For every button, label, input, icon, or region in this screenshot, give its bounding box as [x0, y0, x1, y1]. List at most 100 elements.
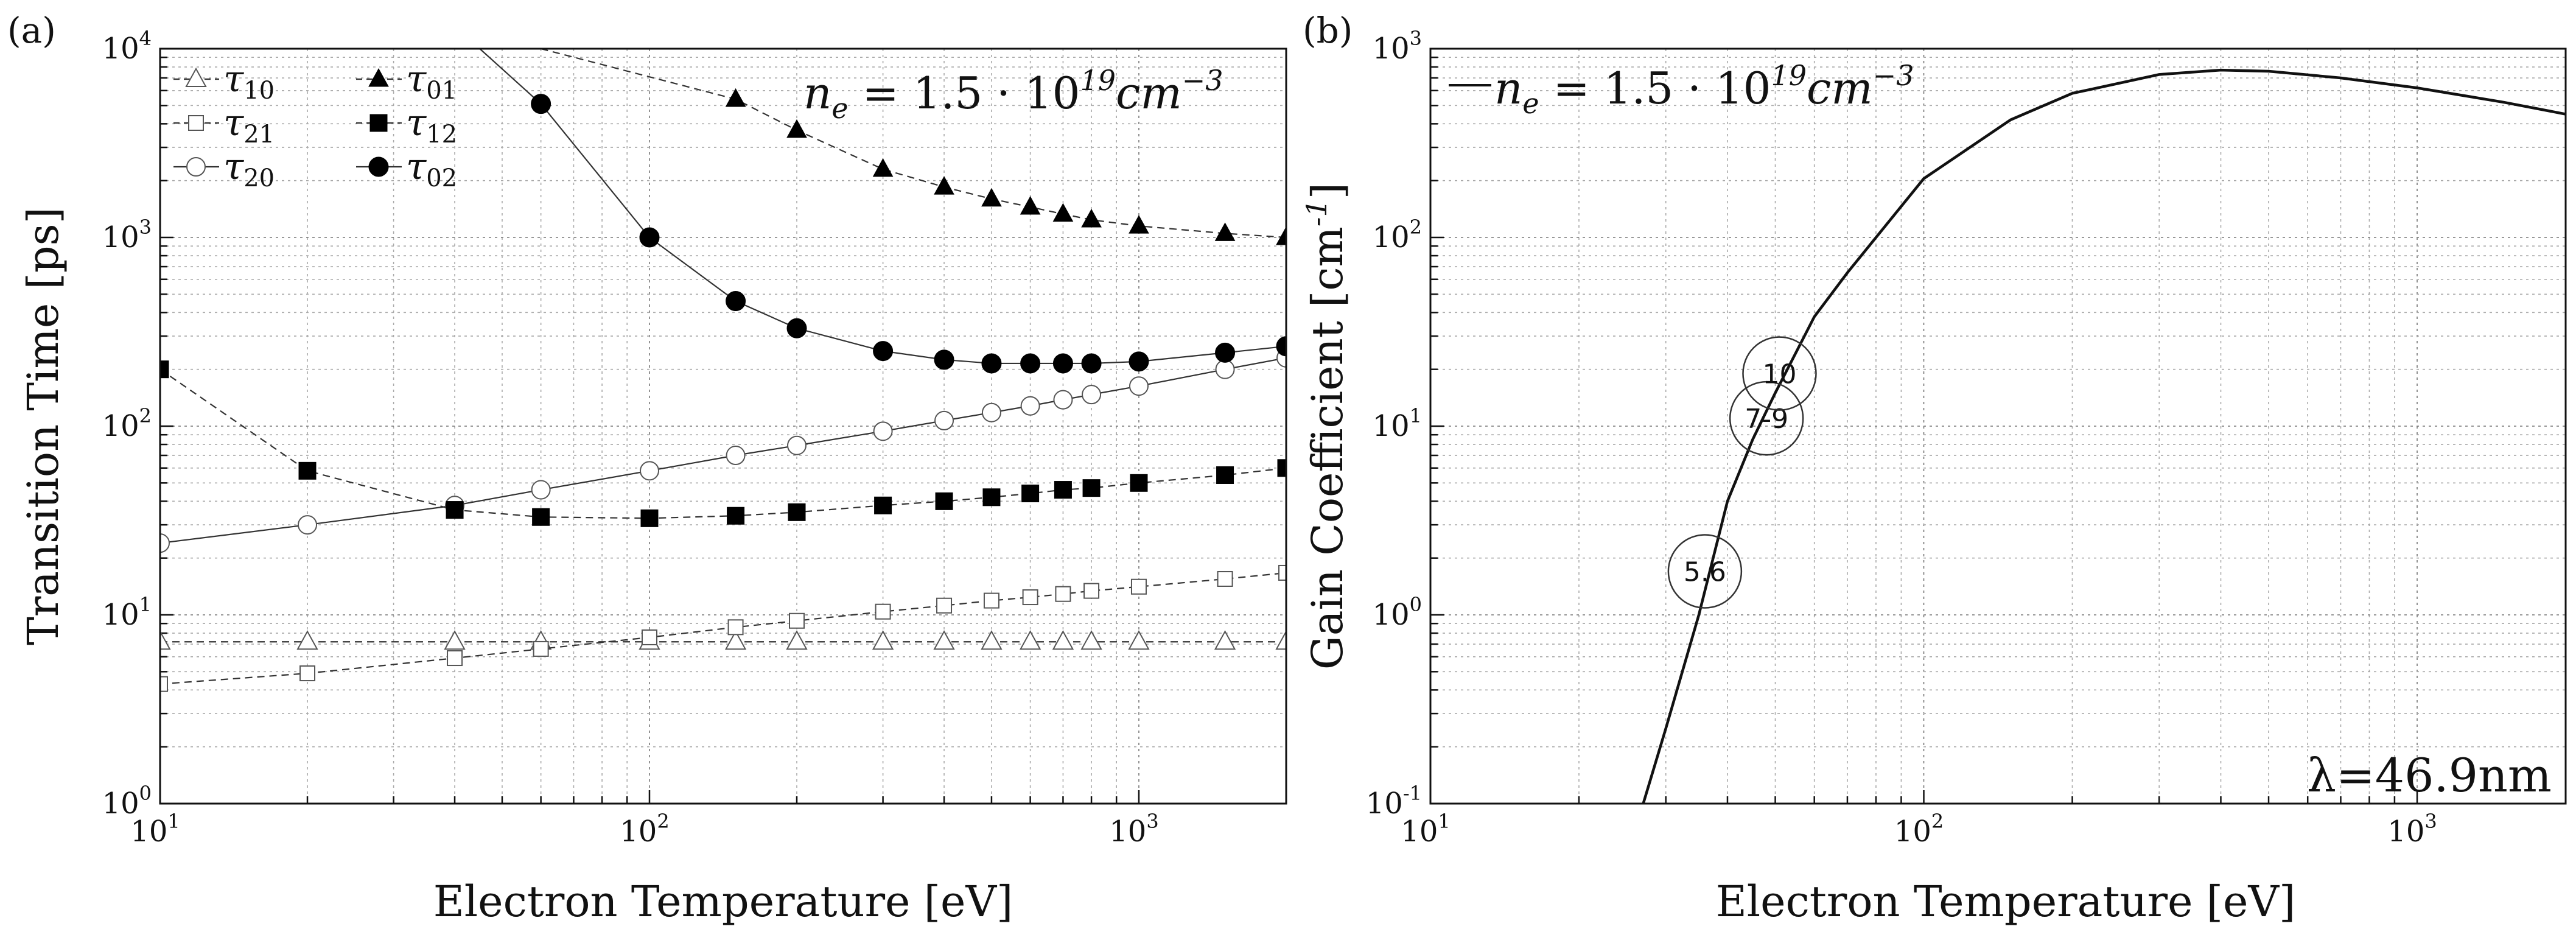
series-02-point [873, 341, 894, 362]
series-01-point [1052, 203, 1074, 222]
panel-a-grid [159, 48, 1287, 804]
series-12-point [982, 488, 1001, 507]
panel-b-frame [1429, 47, 2567, 805]
panel-a-series [160, 49, 1286, 692]
legend-20-label: τ20 [223, 145, 275, 192]
legend-21-label: τ21 [223, 102, 275, 149]
legend-12-marker [369, 114, 388, 132]
series-20-point [726, 446, 746, 466]
series-10-point [1214, 630, 1236, 650]
leg-b-exp: 19 [1771, 59, 1807, 92]
legend-02-label: τ02 [406, 145, 457, 192]
legend-10-label: τ10 [223, 58, 275, 105]
series-10-point [1128, 630, 1150, 650]
panel-a-xlabel: Electron Temperature [eV] [433, 877, 1013, 927]
panel-a-xtick-label: 103 [1109, 810, 1158, 849]
series-12-point [874, 496, 892, 514]
series-10-point [724, 630, 747, 650]
panel-a-xtick-label: 102 [620, 810, 669, 849]
series-10-point [1019, 630, 1041, 650]
series-12-point [1082, 479, 1101, 497]
ann-a-n: n [803, 68, 831, 119]
legend-10-marker [185, 67, 207, 87]
leg-b-n: n [1494, 63, 1522, 114]
circle-label: 10 [1762, 359, 1796, 390]
panel-a-label: (a) [7, 10, 56, 51]
series-20-point [1020, 396, 1040, 416]
panel-b-ytick-label: 103 [1373, 27, 1422, 66]
series-10-point [981, 630, 1003, 650]
series-01-point [1081, 209, 1102, 228]
series-12-point [640, 509, 659, 527]
series-21-point [727, 619, 744, 636]
series-12-point [727, 507, 745, 525]
series-20-point [1082, 385, 1102, 405]
series-21-point [1055, 586, 1071, 602]
panel-b-xtick-label: 103 [2387, 810, 2437, 849]
circle-marker [1729, 380, 1804, 456]
series-20-point [160, 533, 170, 553]
series-02-point [1052, 353, 1073, 374]
series-20-point [1129, 376, 1149, 396]
series-10-point [1052, 630, 1074, 650]
series-10-point [786, 630, 808, 650]
series-10-point [296, 630, 318, 650]
series-12-point [935, 492, 953, 510]
series-21-point [160, 676, 168, 692]
panel-b: (b) 101 102 103 10-1 100 101 102 103 5.6 7-9 10 G… [1300, 10, 2567, 927]
series-10-point [1080, 630, 1102, 650]
series-20-point [639, 461, 659, 481]
series-21-point [1130, 578, 1147, 595]
series-12-point [532, 508, 550, 526]
series-02-point [1215, 342, 1236, 363]
series-20-line [160, 357, 1286, 544]
series-20-point [981, 402, 1001, 422]
series-21-point [641, 629, 657, 645]
legend-20-marker [186, 157, 206, 177]
panel-a-ytick-label: 100 [102, 782, 152, 821]
series-20-point [1215, 359, 1235, 379]
legend-02-marker [368, 156, 389, 177]
leg-b-unitexp: −3 [1873, 59, 1914, 92]
ann-a-unit: cm [1116, 68, 1182, 119]
series-02-point [981, 353, 1002, 374]
series-01-point [725, 88, 746, 107]
legend-12-label: τ12 [406, 102, 457, 149]
panel-b-xtick-label: 102 [1894, 810, 1944, 849]
series-12-point [1277, 459, 1286, 477]
series-20-point [787, 435, 807, 455]
series-02-point [934, 349, 954, 370]
series-12-point [446, 501, 464, 519]
series-21-point [1217, 570, 1233, 587]
series-10-point [444, 630, 466, 650]
ann-a-unitexp: −3 [1182, 64, 1223, 97]
series-01-point [786, 119, 807, 138]
panel-a-frame [159, 47, 1287, 805]
series-01-line [541, 49, 1286, 239]
series-02-point [1081, 353, 1102, 374]
series-21-point [1022, 589, 1038, 606]
series-12-point [1054, 481, 1072, 499]
series-02-point [531, 94, 551, 114]
ann-a-exp: 19 [1080, 64, 1116, 97]
panel-b-series: 5.6 7-9 10 [1642, 68, 2566, 804]
series-12-line [160, 368, 1286, 519]
series-12-point [160, 360, 169, 379]
panel-a-ytick-label: 103 [102, 216, 152, 254]
series-01-point [1020, 195, 1041, 215]
series-02-point [639, 227, 660, 248]
ann-a-sub: e [831, 92, 848, 125]
leg-b-mid: = 1.5 · 10 [1539, 63, 1771, 114]
circle-marker [1667, 534, 1743, 609]
ylabel-b-main: Gain Coefficient [cm [1303, 226, 1353, 670]
series-21-point [983, 592, 999, 609]
circle-marker [1742, 336, 1817, 411]
series-02-point [726, 291, 746, 312]
series-01-point [934, 176, 954, 195]
wavelength-label: λ=46.9nm [2307, 748, 2552, 802]
series-20-point [873, 421, 893, 441]
series-20-point [298, 515, 318, 535]
